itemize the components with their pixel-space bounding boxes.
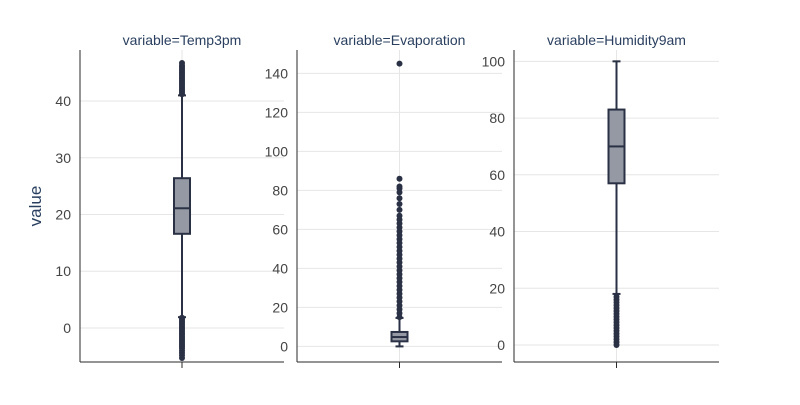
y-tick-label: 0	[280, 338, 288, 354]
outlier-point	[613, 341, 620, 348]
panel-title: variable=Temp3pm	[123, 32, 242, 48]
y-tick-label: 140	[265, 65, 289, 81]
outlier-point	[396, 183, 403, 190]
outlier-point	[396, 212, 403, 219]
y-tick-label: 100	[482, 53, 506, 69]
panel-2: 0 20 40 60 80 100 120 140 variable=Evaporation	[265, 32, 502, 368]
y-axis-title: value	[26, 186, 45, 227]
y-tick-label: 80	[272, 182, 288, 198]
panel-1: 0 10 20 30 40 variable=Temp3pm	[55, 32, 284, 368]
outlier-point	[396, 60, 403, 67]
y-tick-label: 0	[497, 337, 505, 353]
y-tick-label: 100	[265, 143, 289, 159]
y-tick-label: 20	[272, 299, 288, 315]
y-tick-label: 120	[265, 104, 289, 120]
outlier-point	[396, 195, 403, 202]
y-tick-label: 60	[272, 221, 288, 237]
y-tick-label: 30	[55, 150, 71, 166]
y-tick-label: 10	[55, 263, 71, 279]
panel-title: variable=Humidity9am	[547, 32, 686, 48]
y-tick-label: 0	[63, 320, 71, 336]
y-tick-label: 40	[272, 260, 288, 276]
outlier-point	[179, 355, 185, 362]
outlier-point	[396, 175, 403, 182]
y-tick-label: 60	[489, 167, 505, 183]
y-tick-label: 40	[55, 93, 71, 109]
outlier-point	[179, 60, 185, 67]
outlier-point	[396, 201, 403, 208]
panel-3: 0 20 40 60 80 100 variable=Humidity9am	[482, 32, 719, 368]
y-tick-label: 40	[489, 224, 505, 240]
outlier-point	[396, 206, 403, 213]
iqr-box	[173, 177, 191, 235]
y-tick-label: 20	[489, 280, 505, 296]
y-tick-label: 80	[489, 110, 505, 126]
y-tick-label: 20	[55, 207, 71, 223]
panel-title: variable=Evaporation	[334, 32, 466, 48]
